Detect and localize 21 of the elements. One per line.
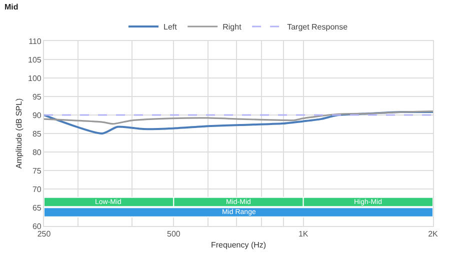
y-tick-label: 90 bbox=[32, 110, 42, 120]
x-tick-label: 250 bbox=[37, 230, 52, 239]
x-axis-title: Frequency (Hz) bbox=[210, 240, 266, 250]
y-tick-label: 75 bbox=[32, 166, 42, 176]
y-tick-label: 105 bbox=[28, 55, 42, 64]
legend-label: Target Response bbox=[287, 22, 348, 32]
y-tick-label: 100 bbox=[28, 74, 42, 83]
chart-title: Mid bbox=[4, 2, 18, 12]
y-axis-title: Amplitude (dB SPL) bbox=[14, 98, 24, 169]
y-tick-label: 70 bbox=[32, 184, 42, 194]
y-tick-label: 65 bbox=[32, 203, 42, 212]
x-tick-label: 500 bbox=[166, 230, 181, 239]
x-tick-label: 1K bbox=[298, 230, 309, 239]
y-tick-label: 95 bbox=[32, 92, 42, 102]
y-tick-label: 60 bbox=[32, 222, 42, 231]
x-tick-label: 2K bbox=[428, 230, 439, 239]
legend-label: Left bbox=[164, 22, 178, 32]
y-tick-label: 85 bbox=[32, 129, 42, 138]
y-tick-label: 80 bbox=[32, 148, 42, 157]
legend-label: Right bbox=[222, 22, 242, 32]
y-tick-label: 110 bbox=[28, 36, 42, 46]
